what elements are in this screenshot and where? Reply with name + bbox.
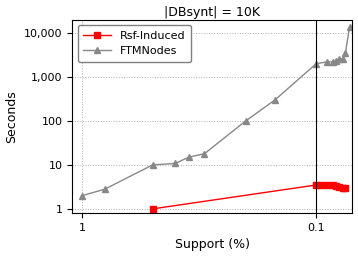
Line: Rsf-Induced: Rsf-Induced (149, 181, 349, 212)
Rsf-Induced (150, 207, 155, 210)
FTMNodes (314, 62, 318, 65)
Rsf-Induced (330, 183, 335, 187)
Title: |DBsynt| = 10K: |DBsynt| = 10K (164, 6, 260, 19)
FTMNodes (347, 25, 352, 28)
FTMNodes (80, 194, 84, 197)
FTMNodes (273, 98, 277, 102)
X-axis label: Support (%): Support (%) (175, 238, 250, 251)
FTMNodes (334, 60, 339, 63)
FTMNodes (330, 60, 335, 63)
Rsf-Induced (334, 185, 339, 188)
Legend: Rsf-Induced, FTMNodes: Rsf-Induced, FTMNodes (78, 25, 191, 62)
FTMNodes (243, 120, 248, 123)
Line: FTMNodes: FTMNodes (78, 23, 353, 199)
Rsf-Induced (340, 186, 345, 189)
FTMNodes (340, 57, 345, 60)
FTMNodes (325, 60, 329, 63)
FTMNodes (173, 162, 177, 165)
Rsf-Induced (337, 185, 341, 188)
FTMNodes (337, 58, 341, 61)
FTMNodes (187, 156, 191, 159)
Rsf-Induced (343, 186, 348, 189)
Y-axis label: Seconds: Seconds (6, 90, 19, 143)
FTMNodes (343, 51, 348, 54)
FTMNodes (202, 152, 207, 155)
Rsf-Induced (314, 183, 318, 187)
FTMNodes (103, 188, 107, 191)
Rsf-Induced (325, 183, 329, 187)
FTMNodes (150, 163, 155, 167)
Rsf-Induced (319, 183, 324, 187)
